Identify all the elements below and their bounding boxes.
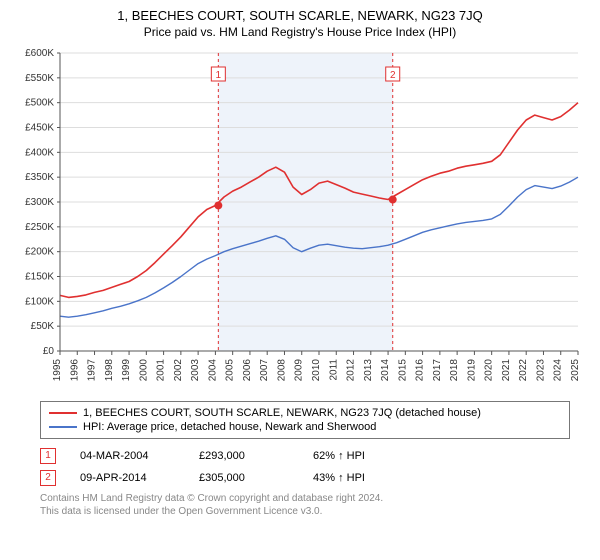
svg-text:£100K: £100K [25,296,54,307]
svg-text:2015: 2015 [397,359,408,382]
event-pct: 62% ↑ HPI [313,450,413,462]
svg-text:1: 1 [216,70,222,81]
svg-text:£250K: £250K [25,222,54,233]
svg-text:2024: 2024 [553,359,564,382]
event-marker: 1 [40,448,56,464]
svg-text:1998: 1998 [104,359,115,382]
svg-text:2006: 2006 [242,359,253,382]
chart-title: 1, BEECHES COURT, SOUTH SCARLE, NEWARK, … [10,8,590,23]
svg-text:2008: 2008 [276,359,287,382]
svg-text:£400K: £400K [25,147,54,158]
svg-text:2020: 2020 [484,359,495,382]
svg-text:£350K: £350K [25,172,54,183]
events-table: 1 04-MAR-2004 £293,000 62% ↑ HPI 2 09-AP… [40,445,570,489]
event-price: £293,000 [199,450,289,462]
event-marker: 2 [40,470,56,486]
svg-text:1999: 1999 [121,359,132,382]
svg-text:2023: 2023 [535,359,546,382]
svg-text:£450K: £450K [25,123,54,134]
svg-text:2004: 2004 [207,359,218,382]
chart-container: 1, BEECHES COURT, SOUTH SCARLE, NEWARK, … [0,0,600,526]
svg-text:2010: 2010 [311,359,322,382]
svg-text:2012: 2012 [346,359,357,382]
svg-text:1995: 1995 [52,359,63,382]
svg-text:£600K: £600K [25,48,54,59]
svg-text:£200K: £200K [25,247,54,258]
price-chart: £0 £50K £100K £150K £200K £250K £300K £350K £400… [10,45,590,395]
svg-text:2000: 2000 [138,359,149,382]
legend-label: 1, BEECHES COURT, SOUTH SCARLE, NEWARK, … [83,407,481,419]
chart-subtitle: Price paid vs. HM Land Registry's House … [10,25,590,39]
svg-text:2014: 2014 [380,359,391,382]
footnote-line: Contains HM Land Registry data © Crown c… [40,493,570,506]
event-date: 04-MAR-2004 [80,450,175,462]
svg-text:2001: 2001 [156,359,167,382]
svg-text:2009: 2009 [294,359,305,382]
legend-swatch [49,426,77,428]
svg-text:2025: 2025 [570,359,581,382]
event-price: £305,000 [199,472,289,484]
legend: 1, BEECHES COURT, SOUTH SCARLE, NEWARK, … [40,401,570,439]
svg-text:2002: 2002 [173,359,184,382]
event-pct: 43% ↑ HPI [313,472,413,484]
svg-text:£0: £0 [43,346,55,357]
svg-text:2019: 2019 [466,359,477,382]
svg-text:2003: 2003 [190,359,201,382]
svg-text:2017: 2017 [432,359,443,382]
event-row: 1 04-MAR-2004 £293,000 62% ↑ HPI [40,445,570,467]
svg-text:2016: 2016 [415,359,426,382]
svg-text:2: 2 [390,70,396,81]
svg-text:£550K: £550K [25,73,54,84]
legend-item: 1, BEECHES COURT, SOUTH SCARLE, NEWARK, … [49,406,561,420]
svg-text:2018: 2018 [449,359,460,382]
svg-text:2007: 2007 [259,359,270,382]
legend-swatch [49,412,77,414]
svg-text:£500K: £500K [25,98,54,109]
svg-text:2005: 2005 [225,359,236,382]
svg-text:2013: 2013 [363,359,374,382]
event-date: 09-APR-2014 [80,472,175,484]
event-row: 2 09-APR-2014 £305,000 43% ↑ HPI [40,467,570,489]
svg-text:2022: 2022 [518,359,529,382]
footnote: Contains HM Land Registry data © Crown c… [40,493,570,518]
legend-label: HPI: Average price, detached house, Newa… [83,421,376,433]
legend-item: HPI: Average price, detached house, Newa… [49,420,561,434]
event-num: 2 [45,473,51,483]
svg-text:1996: 1996 [69,359,80,382]
footnote-line: This data is licensed under the Open Gov… [40,506,570,519]
svg-text:2011: 2011 [328,359,339,381]
svg-text:£300K: £300K [25,197,54,208]
event-num: 1 [45,451,51,461]
svg-text:£50K: £50K [31,321,55,332]
svg-text:2021: 2021 [501,359,512,382]
svg-text:£150K: £150K [25,272,54,283]
svg-text:1997: 1997 [87,359,98,382]
